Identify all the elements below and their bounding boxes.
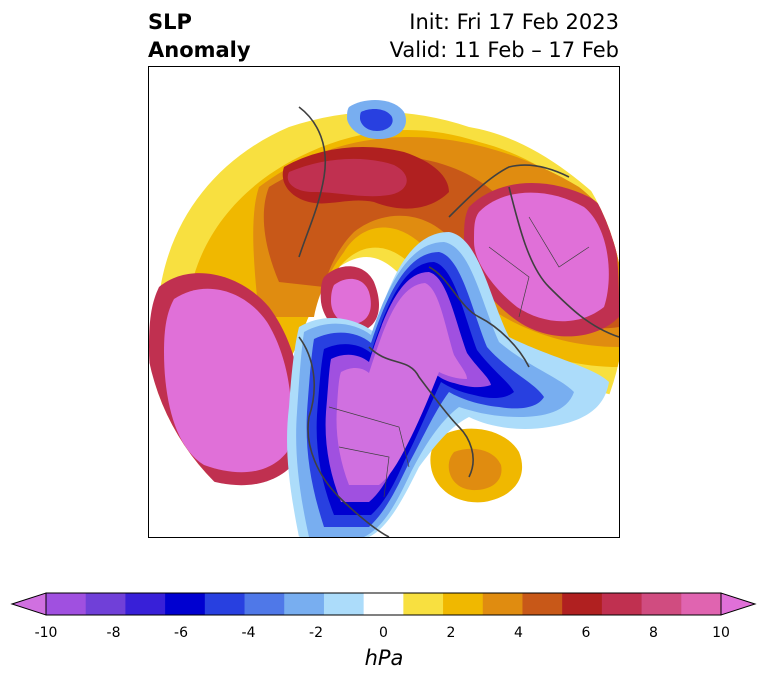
colorbar-cell: [125, 593, 166, 615]
map-dates: Init: Fri 17 Feb 2023 Valid: 11 Feb – 17…: [390, 8, 619, 64]
borders: [328, 216, 590, 498]
title-variable-line2: Anomaly: [148, 38, 251, 62]
colorbar-extend-high: [720, 592, 757, 616]
colorbar-tick-label: -4: [241, 625, 256, 641]
colorbar-tick-label: 2: [446, 625, 456, 641]
colorbar-cell: [482, 593, 523, 615]
colorbar-cell: [323, 593, 365, 615]
map-title: SLP Anomaly: [148, 8, 251, 64]
colorbar-cell: [522, 593, 563, 615]
colorbar-cell: [562, 593, 603, 615]
map-panel: [148, 66, 620, 538]
colorbar-tick-label: 10: [712, 625, 730, 641]
colorbar-cell: [403, 593, 444, 615]
colorbar-cell: [165, 593, 206, 615]
colorbar-cell: [85, 593, 126, 615]
colorbar-border: [45, 592, 722, 616]
colorbar-tick-label: -2: [309, 625, 323, 641]
arctic-high-core: [331, 278, 371, 325]
colorbar-tick-label: -6: [174, 625, 188, 641]
colorbar-cell: [681, 593, 722, 615]
colorbar-cell: [284, 593, 325, 615]
colorbar-tick-label: 8: [649, 625, 658, 641]
europe-high-core: [474, 192, 609, 322]
colorbar-cells: [46, 593, 722, 615]
init-date: Init: Fri 17 Feb 2023: [409, 10, 619, 34]
colorbar-tick-label: -10: [34, 625, 58, 641]
pacific-high-core: [164, 288, 292, 473]
colorbar-cell: [443, 593, 484, 615]
colorbar-tick-label: 6: [581, 625, 591, 641]
positive-anomaly-10hpa-a: [287, 158, 407, 197]
colorbar-cell: [601, 593, 643, 615]
colorbar-cell: [244, 593, 285, 615]
colorbar-cell: [363, 593, 404, 615]
valid-range: Valid: 11 Feb – 17 Feb: [389, 38, 619, 62]
colorbar-cell: [204, 593, 246, 615]
arctic-low-core: [360, 109, 393, 131]
colorbar-tick-label: 0: [379, 625, 388, 641]
anomaly-map: [149, 72, 619, 537]
colorbar: [10, 592, 757, 616]
colorbar-tick-label: 4: [514, 625, 523, 641]
colorbar-tick-label: -8: [106, 625, 121, 641]
coastlines: [298, 106, 619, 537]
colorbar-cell: [641, 593, 682, 615]
title-variable-line1: SLP: [148, 10, 192, 34]
colorbar-cell: [46, 593, 87, 615]
negative-anomaly-10hpa: [336, 283, 467, 485]
colorbar-extend-low: [10, 592, 47, 616]
colorbar-units: hPa: [364, 646, 404, 670]
atlantic-high-core: [448, 448, 502, 491]
